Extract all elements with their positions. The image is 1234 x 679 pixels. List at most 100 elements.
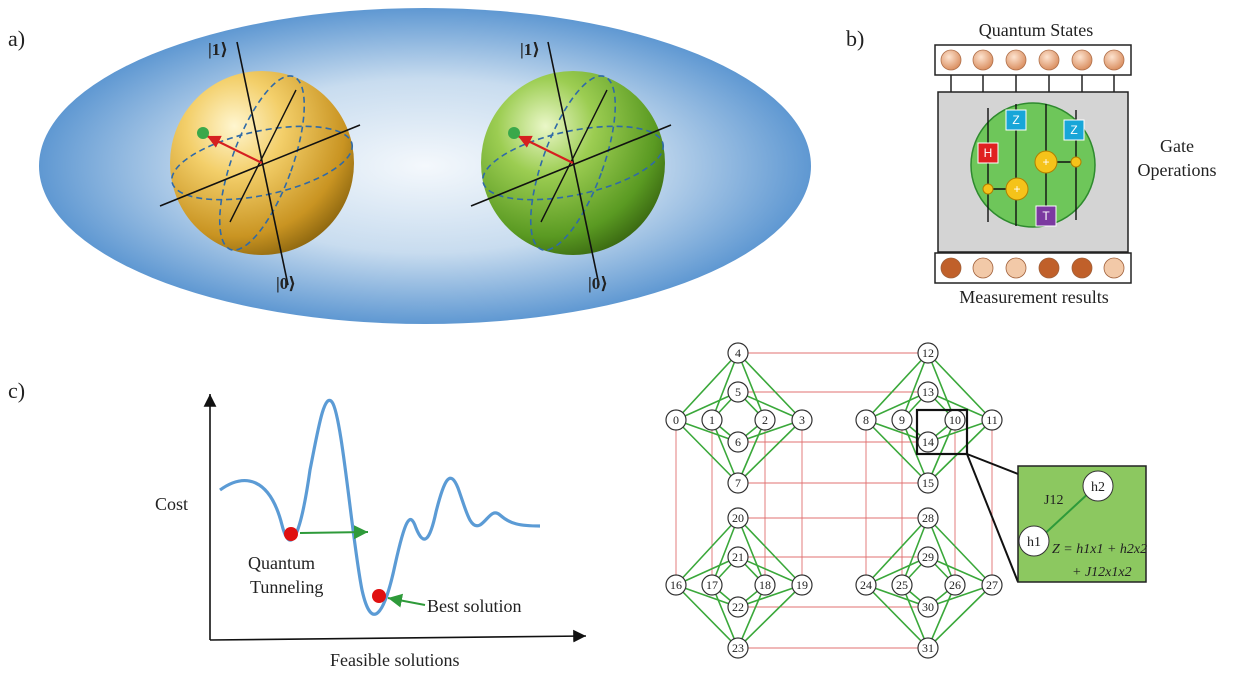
qubit-node-label: 21 (732, 550, 744, 564)
qubit-node-circle (855, 574, 877, 596)
qubit-node-label: 19 (796, 578, 808, 592)
x-axis (159, 124, 361, 207)
k44-coupler (737, 391, 803, 421)
qubit-node-circle (917, 637, 939, 659)
qubit-node-label: 15 (922, 476, 934, 490)
inset-panel: h2 h1 J12 Z = h1x1 + h2x2 + J12x1x2 (1017, 465, 1147, 583)
k44-coupler (711, 517, 739, 586)
qubit-node: 21 (727, 546, 749, 568)
qubit-node-circle (917, 472, 939, 494)
qubit-node-circle (701, 574, 723, 596)
k44-coupler (737, 517, 766, 586)
input-qubit-ball (1071, 49, 1093, 71)
qubit-node-circle (917, 381, 939, 403)
qubit-node-label: 31 (922, 641, 934, 655)
y-axis (540, 89, 608, 223)
qubit-node-circle (754, 574, 776, 596)
measurement-ball (1038, 257, 1060, 279)
qubit-node: 11 (981, 409, 1003, 431)
k44-coupler (737, 352, 766, 421)
k44-coupler (675, 419, 739, 443)
k44-coupler (737, 419, 766, 484)
qubit-node-circle (727, 342, 749, 364)
local-minimum-dot (284, 527, 298, 541)
k44-coupler (737, 584, 803, 649)
qubit-node-circle (727, 507, 749, 529)
k44-coupler (737, 584, 803, 608)
input-states-bar (934, 44, 1132, 76)
qubit-node-circle (727, 381, 749, 403)
qubit-node-circle (754, 409, 776, 431)
control-dot-2 (1070, 156, 1082, 168)
qubit-node-label: 7 (735, 476, 741, 490)
k44-coupler (675, 517, 739, 586)
measurement-ball (940, 257, 962, 279)
k44-coupler (927, 352, 956, 421)
h-gate: H (977, 142, 999, 164)
k44-coupler (711, 419, 739, 484)
input-qubit-ball (1005, 49, 1027, 71)
qubit-node-label: 23 (732, 641, 744, 655)
qubit-node-circle (981, 574, 1003, 596)
h-gate-label: H (984, 146, 993, 160)
qubit-node-label: 3 (799, 413, 805, 427)
qubit-node-label: 5 (735, 385, 741, 399)
qubit-node-circle (727, 637, 749, 659)
qubit-node-circle (944, 574, 966, 596)
z-axis (547, 41, 600, 286)
inset-node-h1 (1018, 525, 1050, 557)
qubit-node-circle (917, 596, 939, 618)
z-gate-1-label: Z (1012, 113, 1019, 127)
x-axis (209, 629, 587, 643)
qubit-node-circle (891, 409, 913, 431)
k44-coupler (927, 584, 956, 649)
qubit-node: 2 (754, 409, 776, 431)
k44-coupler (675, 391, 739, 421)
qubit-node-label: 11 (986, 413, 998, 427)
k44-coupler (927, 391, 993, 421)
t-gate: T (1035, 205, 1057, 227)
y-axis (229, 89, 297, 223)
k44-coupler (675, 556, 739, 586)
qubit-node: 20 (727, 507, 749, 529)
gate-label-line2: Operations (1138, 160, 1217, 180)
qubit-node-label: 17 (706, 578, 718, 592)
qubit-node-label: 9 (899, 413, 905, 427)
qubit-node: 22 (727, 596, 749, 618)
qubit-node: 9 (891, 409, 913, 431)
inset-equation-line2: + J12x1x2 (1072, 565, 1132, 580)
qubit-node-circle (791, 574, 813, 596)
qubit-node: 29 (917, 546, 939, 568)
qubit-node-label: 6 (735, 435, 741, 449)
qubit-node-label: 26 (949, 578, 961, 592)
panel-a-label: a) (8, 26, 25, 51)
k44-coupler (675, 352, 739, 421)
qubit-node: 16 (665, 574, 687, 596)
inset-equation-line1: Z = h1x1 + h2x2 (1052, 542, 1147, 557)
qubit-node: 5 (727, 381, 749, 403)
bloch-background-ellipse (39, 8, 811, 324)
z-gate-1: Z (1005, 109, 1027, 131)
qubit-node-label: 28 (922, 511, 934, 525)
tunneling-label-line2: Tunneling (250, 577, 323, 597)
k44-coupler (927, 419, 956, 484)
k44-coupler (865, 419, 929, 484)
cnot-target-1: + (1005, 177, 1029, 201)
best-solution-arrow (387, 593, 426, 608)
k44-coupler (865, 391, 929, 421)
k44-coupler (737, 517, 803, 586)
input-qubit-ball (940, 49, 962, 71)
input-qubits (940, 49, 1125, 71)
measurement-ball (972, 257, 994, 279)
qubit-node-label: 18 (759, 578, 771, 592)
k44-coupler (737, 352, 803, 421)
k44-coupler (737, 584, 766, 649)
quantum-states-title: Quantum States (979, 20, 1094, 40)
zoom-connector-bottom (966, 453, 1019, 583)
inset-j12-label: J12 (1044, 493, 1063, 508)
qubit-node-circle (701, 409, 723, 431)
k44-coupler (675, 419, 739, 484)
k44-coupler (865, 584, 929, 608)
cnot-target-2: + (1034, 150, 1058, 174)
qubit-node-label: 16 (670, 578, 682, 592)
